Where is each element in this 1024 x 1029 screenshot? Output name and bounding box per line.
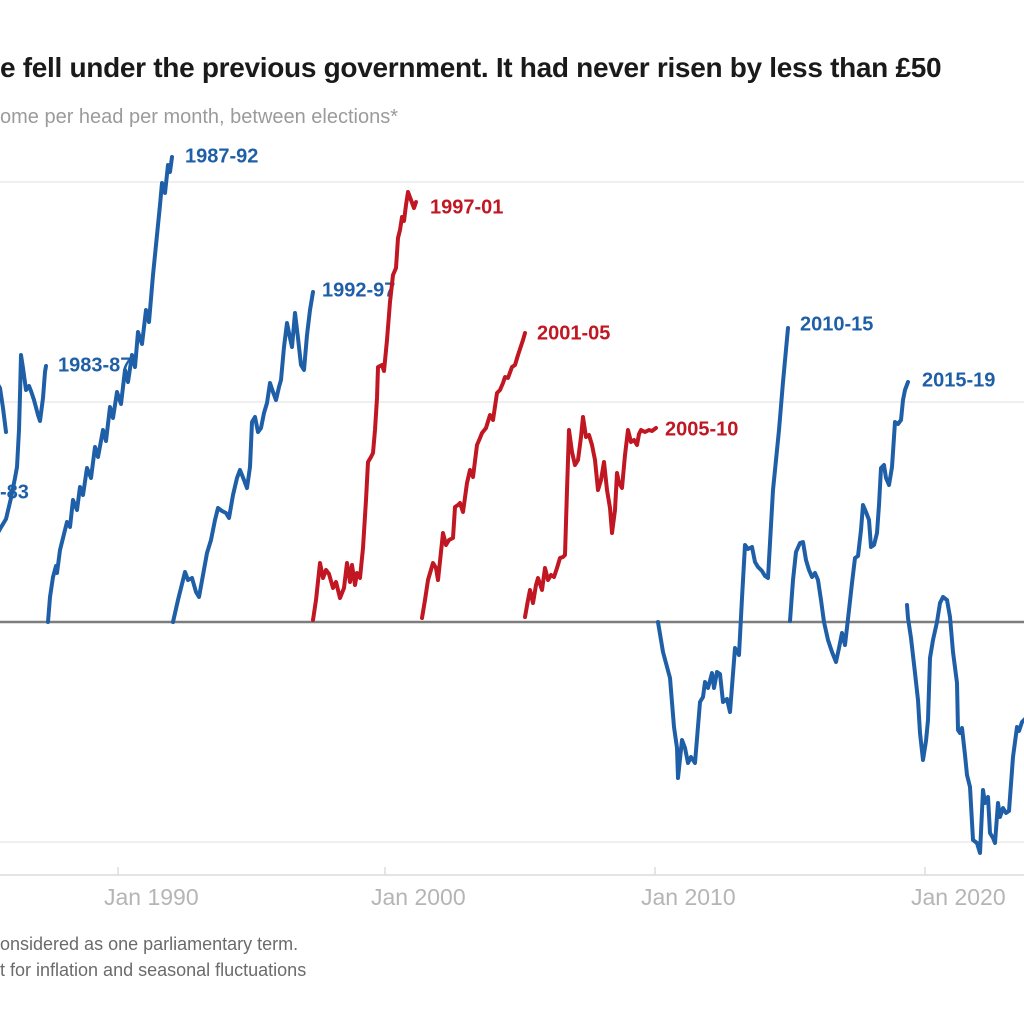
series-label-1979-83: -83 bbox=[0, 481, 29, 503]
series-line-2001-05 bbox=[420, 331, 527, 620]
x-axis-label: Jan 2000 bbox=[371, 884, 466, 910]
series-line-2010-15 bbox=[656, 326, 790, 780]
series-line-2019-24 bbox=[905, 595, 1024, 855]
x-axis-label: Jan 2020 bbox=[911, 884, 1006, 910]
footnote-line-1: onsidered as one parliamentary term. bbox=[0, 934, 299, 954]
series-label-1992-97: 1992-97 bbox=[322, 279, 395, 301]
series-line-1992-97 bbox=[171, 290, 315, 624]
chart-title: e fell under the previous government. It… bbox=[0, 52, 942, 83]
chart-subtitle: ome per head per month, between election… bbox=[0, 106, 399, 128]
chart-footnotes: onsidered as one parliamentary term. t f… bbox=[0, 931, 306, 983]
series-label-2005-10: 2005-10 bbox=[665, 418, 738, 440]
footnote-line-2: t for inflation and seasonal fluctuation… bbox=[0, 960, 307, 980]
series-label-2010-15: 2010-15 bbox=[800, 313, 873, 335]
x-axis-label: Jan 2010 bbox=[641, 884, 736, 910]
series-line-1987-92 bbox=[46, 155, 174, 624]
x-axis-label: Jan 1990 bbox=[104, 884, 199, 910]
series-label-1983-87: 1983-87 bbox=[58, 354, 131, 376]
series-line-2015-19 bbox=[788, 380, 910, 664]
series-line-1983-87 bbox=[0, 353, 48, 534]
series-line-2005-10 bbox=[523, 415, 658, 619]
series-label-1987-92: 1987-92 bbox=[185, 145, 258, 167]
series-label-2015-19: 2015-19 bbox=[922, 369, 995, 391]
series-line-1997-01 bbox=[311, 190, 418, 622]
series-label-2001-05: 2001-05 bbox=[537, 322, 610, 344]
series-line-1979-83 bbox=[0, 384, 8, 434]
series-label-1997-01: 1997-01 bbox=[430, 196, 503, 218]
